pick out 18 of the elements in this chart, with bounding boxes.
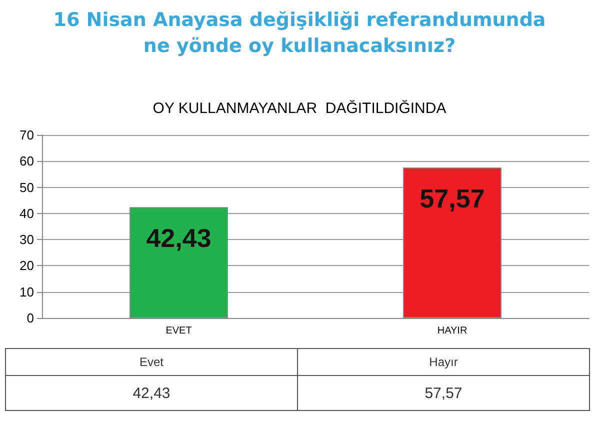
y-tick-label: 60 [20,154,34,169]
data-label: 42,43 [6,376,298,410]
x-tick-label: HAYIR [437,326,468,336]
y-tick-label: 20 [20,258,34,274]
x-tick-label: EVET [166,326,192,336]
text: 57,57 [420,183,485,214]
text: 42,43 [146,223,212,254]
y-tick-label: 50 [20,180,34,195]
y-tick-label: 30 [20,232,34,248]
y-tick-label: 0 [26,310,34,326]
y-tick-label: 40 [20,206,34,221]
data-label: 57,57 [298,376,590,410]
chart-title: 16 Nisan Anayasa değişikliği referandumunda ne yönde oy kullanacaksınız? [53,9,546,57]
text: Hayır [298,348,590,376]
chart-subtitle: OY KULLANMAYANLAR DAĞITILDIĞINDA [152,99,446,117]
text: Evet [6,348,298,376]
y-tick-label: 10 [20,284,34,300]
y-tick-label: 70 [20,128,34,142]
